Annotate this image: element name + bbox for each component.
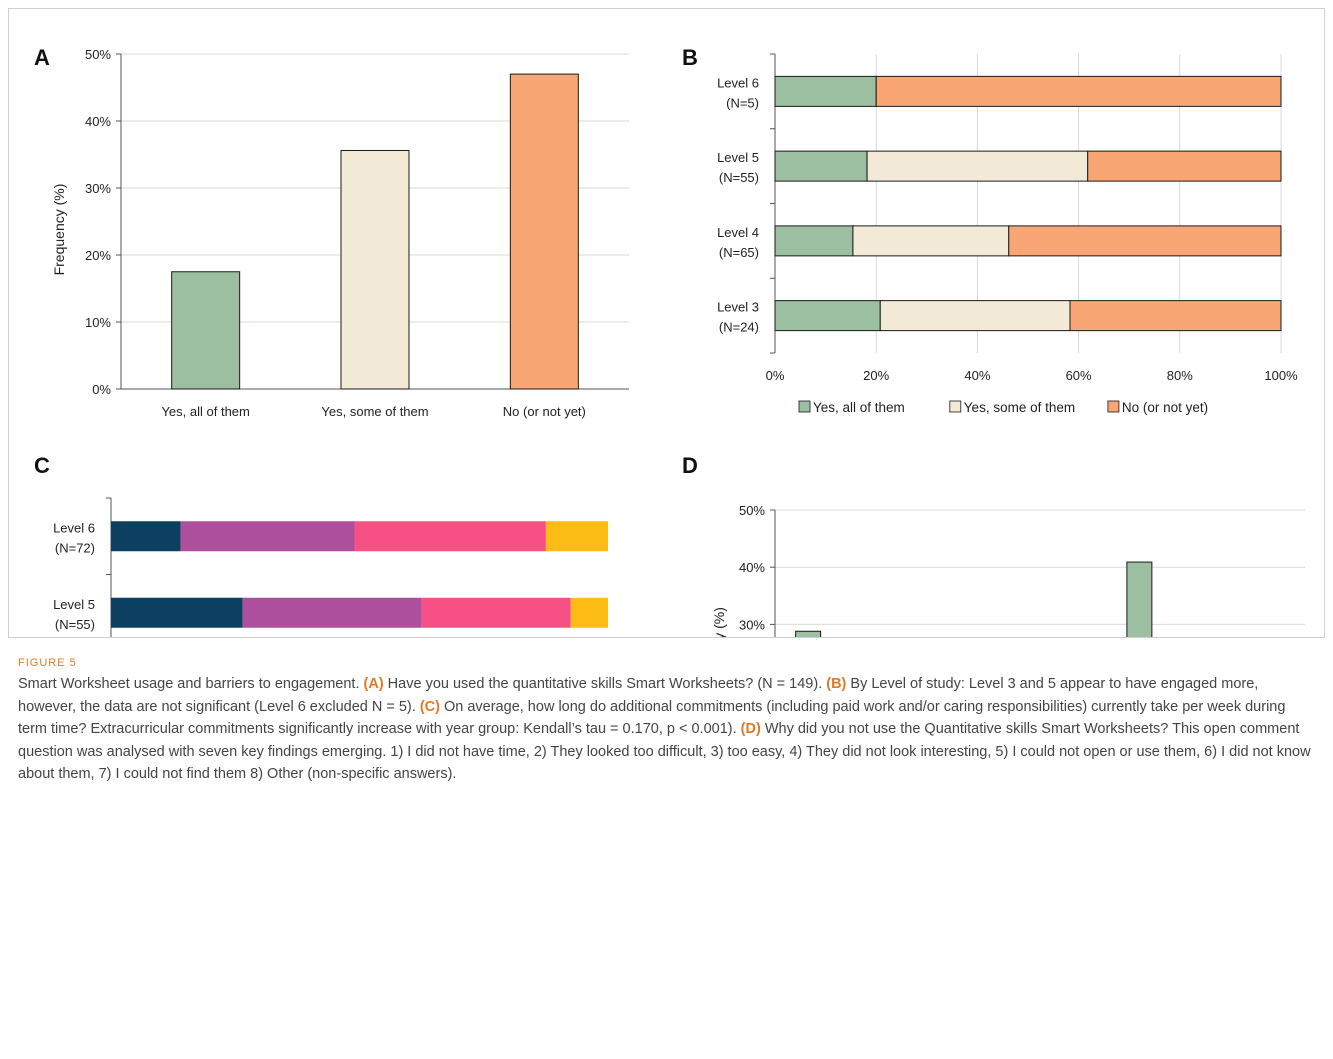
caption-text: Have you used the quantitative skills Sm… [383,676,827,692]
legend-swatch [798,400,811,413]
bar-segment [774,225,854,257]
y-tick-label: 20% [85,248,111,263]
bar-segment [774,75,877,107]
caption-block: FIGURE 5 Smart Worksheet usage and barri… [18,657,1318,786]
caption-text: Why did you not use the Quantitative ski… [18,721,1311,782]
caption-text: Smart Worksheet usage and barriers to en… [18,676,364,692]
y-tick-label: 0% [92,382,111,397]
y-tick-label: (N=5) [726,95,759,110]
y-tick-label: 30% [85,181,111,196]
y-tick-label: (N=72) [55,540,95,555]
caption-panel-ref: (B) [826,676,847,692]
x-tick-label: Yes, some of them [321,404,428,419]
y-tick-label: Level 4 [717,225,759,240]
y-tick-label: Level 5 [53,597,95,612]
y-tick-label: Level 5 [717,150,759,165]
y-tick-label: Level 6 [717,75,759,90]
caption-panel-ref: (A) [363,676,384,692]
y-tick-label: 40% [85,114,111,129]
y-tick-label: (N=65) [719,245,759,260]
y-tick-label: (N=24) [719,320,759,335]
x-tick-label: 0% [766,368,785,383]
y-tick-label: (N=55) [55,617,95,632]
caption-panel-ref: (D) [740,721,761,737]
caption-panel-ref: (C) [419,698,440,715]
bar-segment [774,300,881,332]
y-tick-label: Level 3 [717,300,759,315]
legend-swatch [1107,400,1120,413]
bar [171,271,241,390]
bar-segment [1008,225,1282,257]
caption-text: By Level of study: Level 3 and 5 appear … [18,676,1259,715]
bar-segment [421,597,571,628]
bar-segment [570,597,608,628]
y-tick-label: 50% [739,503,765,518]
bar-segment [1069,300,1282,332]
x-tick-label: No (or not yet) [503,404,586,419]
bar [1126,561,1153,797]
caption-text: On average, how long do additional commi… [18,698,1286,738]
x-tick-label: 20% [863,368,889,383]
bar-segment [866,150,1089,182]
y-tick-label: (N=55) [719,170,759,185]
figure-caption: Smart Worksheet usage and barriers to en… [18,673,1318,786]
legend-label: Yes, some of them [964,400,1075,415]
figure-svg: A 0% 10% 20% 30% 40% 50% Yes, all of them Yes, s… [34,45,1306,856]
bar-segment [545,521,608,552]
panel-letter-c: C [34,453,50,478]
bar [795,630,822,797]
panel-letter-a: A [34,45,50,70]
bar-segment [354,521,546,552]
x-tick-label: 60% [1066,368,1092,383]
y-axis-title: Frequency (%) [711,607,727,637]
x-tick-label: 40% [964,368,990,383]
y-tick-label: Level 6 [53,520,95,535]
y-tick-label: 50% [85,47,111,62]
bar-segment [1087,150,1282,182]
legend-label: Yes, all of them [813,400,905,415]
y-axis-title: Frequency (%) [51,184,67,276]
legend-swatch [949,400,962,413]
bar-segment [111,521,181,552]
bar-segment [875,75,1282,107]
panel-letter-d: D [682,453,698,478]
figure-frame: A 0% 10% 20% 30% 40% 50% Yes, all of them Yes, s… [8,8,1325,856]
figure-label: FIGURE 5 [18,657,77,669]
panel-letter-b: B [682,45,698,70]
bar-segment [879,300,1071,332]
bar-segment [180,521,355,552]
bar-segment [852,225,1010,257]
bar-segment [242,597,422,628]
legend-label: No (or not yet) [1122,400,1208,415]
x-tick-label: 80% [1167,368,1193,383]
x-tick-label: 100% [1264,368,1298,383]
bar-segment [111,597,243,628]
x-tick-label: Yes, all of them [161,404,249,419]
y-tick-label: 40% [739,560,765,575]
y-tick-label: 30% [739,617,765,632]
bar [340,149,410,390]
bar-segment [774,150,868,182]
y-tick-label: 10% [85,315,111,330]
bar [509,73,579,390]
